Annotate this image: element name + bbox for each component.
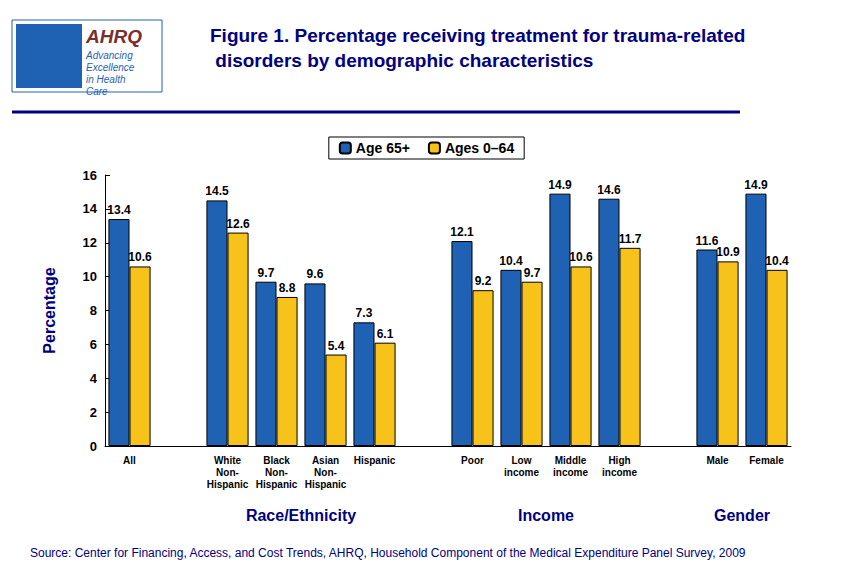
svg-text:Non-: Non- bbox=[216, 467, 239, 478]
svg-text:10.9: 10.9 bbox=[716, 245, 740, 259]
svg-text:Non-: Non- bbox=[265, 467, 288, 478]
svg-text:High: High bbox=[608, 455, 630, 466]
svg-text:9.6: 9.6 bbox=[307, 267, 324, 281]
svg-text:income: income bbox=[553, 467, 588, 478]
svg-text:Race/Ethnicity: Race/Ethnicity bbox=[246, 507, 356, 524]
svg-text:6: 6 bbox=[90, 337, 97, 352]
svg-text:7.3: 7.3 bbox=[356, 306, 373, 320]
svg-text:Hispanic: Hispanic bbox=[207, 479, 249, 490]
svg-text:All: All bbox=[123, 455, 136, 466]
svg-text:Non-: Non- bbox=[314, 467, 337, 478]
svg-text:Age 65+: Age 65+ bbox=[356, 140, 410, 156]
svg-text:0: 0 bbox=[90, 439, 97, 454]
svg-text:Ages 0–64: Ages 0–64 bbox=[445, 140, 514, 156]
svg-text:Hispanic: Hispanic bbox=[305, 479, 347, 490]
svg-text:Asian: Asian bbox=[312, 455, 339, 466]
svg-text:14: 14 bbox=[83, 201, 98, 216]
svg-text:10.4: 10.4 bbox=[499, 254, 523, 268]
svg-text:10.6: 10.6 bbox=[569, 250, 593, 264]
svg-text:8: 8 bbox=[90, 303, 97, 318]
svg-text:12.1: 12.1 bbox=[450, 225, 474, 239]
svg-text:8.8: 8.8 bbox=[279, 281, 296, 295]
svg-text:Gender: Gender bbox=[714, 507, 770, 524]
svg-text:Income: Income bbox=[518, 507, 574, 524]
svg-text:5.4: 5.4 bbox=[328, 339, 345, 353]
svg-text:14.9: 14.9 bbox=[548, 178, 572, 192]
svg-text:14.6: 14.6 bbox=[597, 183, 621, 197]
svg-text:16: 16 bbox=[83, 168, 97, 183]
svg-text:Hispanic: Hispanic bbox=[354, 455, 396, 466]
svg-text:Black: Black bbox=[263, 455, 290, 466]
svg-text:Care: Care bbox=[86, 86, 108, 97]
svg-text:4: 4 bbox=[90, 371, 98, 386]
svg-text:White: White bbox=[214, 455, 242, 466]
svg-text:Percentage: Percentage bbox=[41, 267, 58, 353]
svg-text:9.7: 9.7 bbox=[524, 266, 541, 280]
svg-text:2: 2 bbox=[90, 405, 97, 420]
svg-text:Low: Low bbox=[512, 455, 532, 466]
svg-text:10.4: 10.4 bbox=[765, 254, 789, 268]
svg-text:9.7: 9.7 bbox=[258, 266, 275, 280]
svg-text:Advancing: Advancing bbox=[85, 50, 135, 61]
svg-text:13.4: 13.4 bbox=[107, 203, 131, 217]
svg-text:income: income bbox=[602, 467, 637, 478]
svg-text:Female: Female bbox=[749, 455, 784, 466]
svg-text:Male: Male bbox=[706, 455, 729, 466]
svg-text:Poor: Poor bbox=[461, 455, 484, 466]
svg-text:14.9: 14.9 bbox=[744, 178, 768, 192]
svg-text:Figure 1. Percentage receiving: Figure 1. Percentage receiving treatment… bbox=[210, 25, 745, 46]
svg-text:Middle: Middle bbox=[555, 455, 587, 466]
svg-text:6.1: 6.1 bbox=[377, 327, 394, 341]
svg-text:12.6: 12.6 bbox=[226, 217, 250, 231]
svg-text:9.2: 9.2 bbox=[475, 274, 492, 288]
svg-text:Hispanic: Hispanic bbox=[256, 479, 298, 490]
svg-text:10: 10 bbox=[83, 269, 97, 284]
svg-text:disorders by demographic chara: disorders by demographic characteristics bbox=[210, 50, 593, 71]
svg-text:12: 12 bbox=[83, 235, 97, 250]
svg-text:10.6: 10.6 bbox=[128, 250, 152, 264]
svg-text:11.6: 11.6 bbox=[696, 234, 719, 248]
svg-text:14.5: 14.5 bbox=[205, 184, 229, 198]
svg-text:income: income bbox=[504, 467, 539, 478]
svg-text:AHRQ: AHRQ bbox=[85, 26, 142, 47]
svg-text:Source: Center for Financing,: Source: Center for Financing, Access, an… bbox=[30, 546, 746, 560]
svg-text:11.7: 11.7 bbox=[619, 232, 642, 246]
svg-text:in Health: in Health bbox=[86, 74, 128, 85]
svg-text:Excellence: Excellence bbox=[86, 62, 137, 73]
